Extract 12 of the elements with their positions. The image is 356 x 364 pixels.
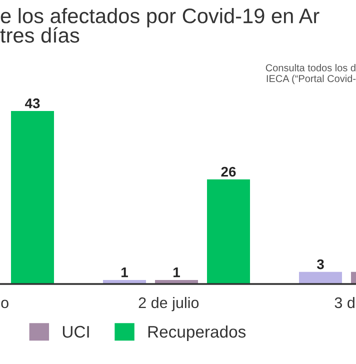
data-label: 1 [174, 268, 180, 278]
x-tick-label: o [1, 300, 8, 308]
data-label: 1 [122, 268, 128, 278]
chart-title: e los afectados por Covid-19 en Ar tres días [0, 8, 320, 43]
text: Consulta todos los d IECA (“Portal Covid- [266, 64, 356, 84]
legend-label: UCI [62, 326, 89, 338]
legend-label: Recuperados [148, 325, 246, 341]
data-label: 3 [316, 259, 324, 270]
x-tick-label: 3 d [334, 296, 354, 308]
data-label: 43 [24, 98, 40, 108]
x-tick-label: 2 de julio [138, 296, 199, 312]
data-label: 26 [221, 166, 236, 177]
